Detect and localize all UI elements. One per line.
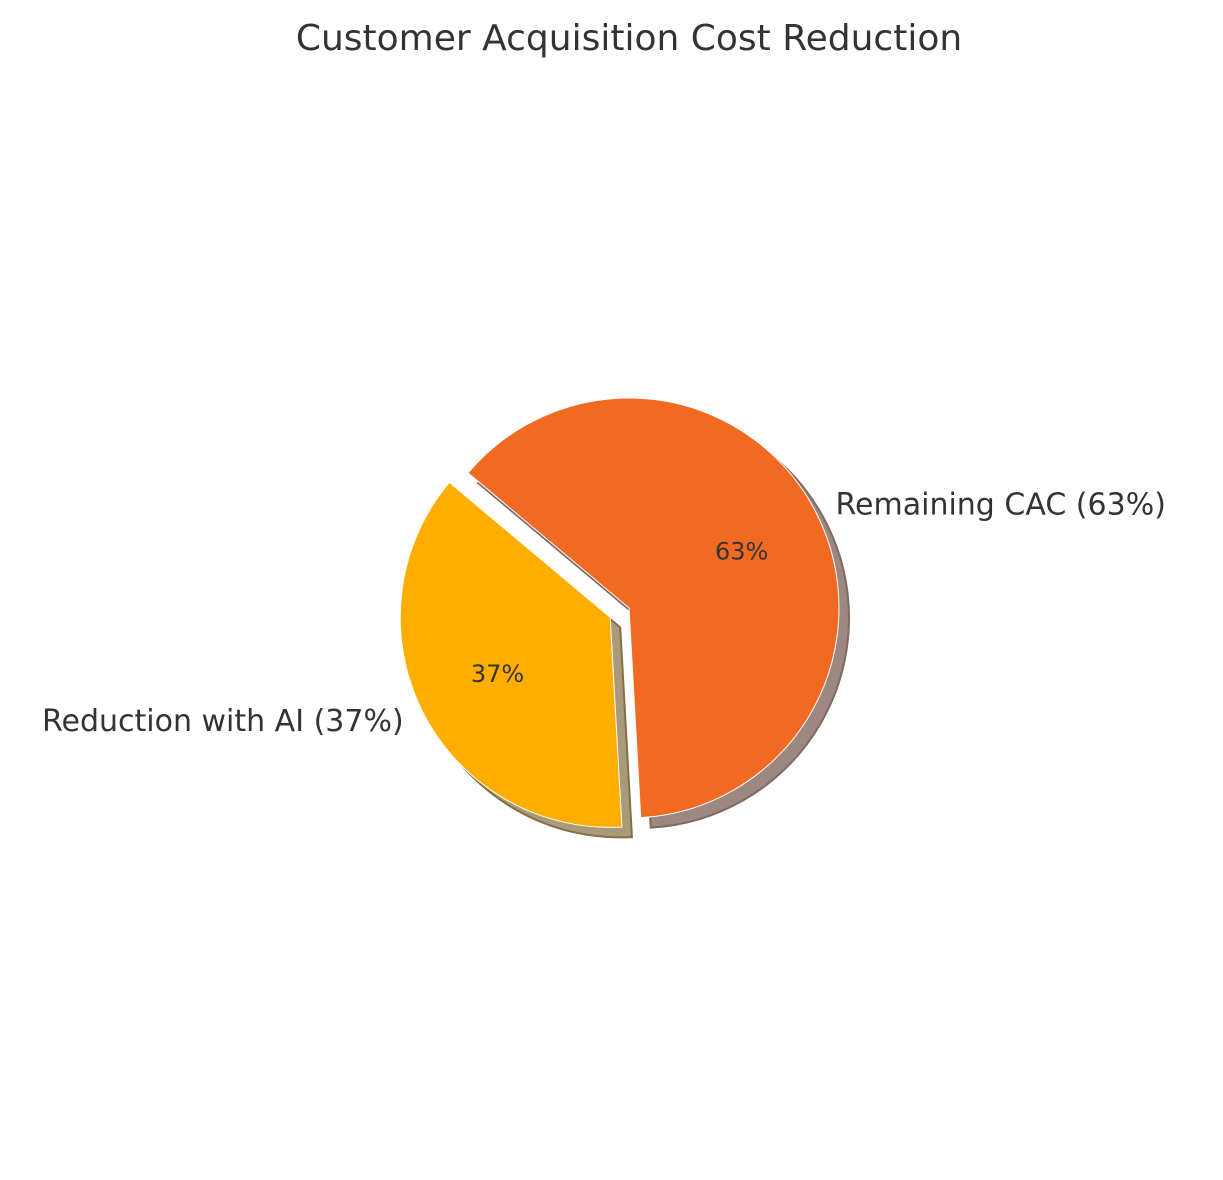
slice-layer [399, 397, 840, 828]
label-layer: 37% Reduction with AI (37%) 63% Remaining C… [42, 488, 1166, 739]
pie-pct-label-remaining-cac-63: 63% [715, 538, 768, 566]
pie-slice-remaining-cac-63 [467, 397, 840, 819]
pie-pct-label-reduction-with-ai-37: 37% [471, 660, 524, 688]
chart-title: Customer Acquisition Cost Reduction [296, 18, 962, 59]
pie-slice-reduction-with-ai-37 [399, 481, 623, 828]
pie-slice-label-remaining-cac-63: Remaining CAC (63%) [836, 488, 1166, 523]
pie-slice-label-reduction-with-ai-37: Reduction with AI (37%) [42, 704, 404, 739]
